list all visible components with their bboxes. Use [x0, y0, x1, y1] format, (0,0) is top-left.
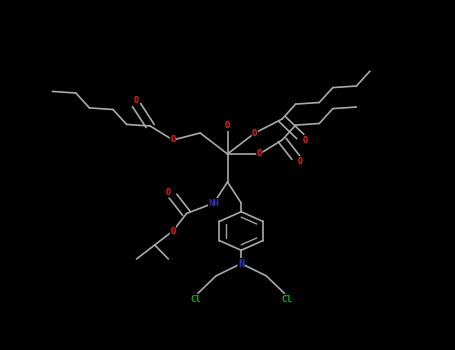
Text: O: O	[303, 136, 307, 145]
Text: O: O	[170, 135, 176, 145]
Text: O: O	[298, 156, 303, 166]
Text: O: O	[166, 188, 171, 197]
Text: O: O	[134, 96, 139, 105]
Text: O: O	[252, 128, 258, 138]
Text: N: N	[238, 259, 244, 268]
Text: Cl: Cl	[281, 295, 292, 304]
Text: O: O	[170, 226, 176, 236]
Text: NH: NH	[208, 198, 219, 208]
Text: O: O	[225, 121, 230, 131]
Text: O: O	[257, 149, 262, 159]
Text: Cl: Cl	[190, 295, 201, 304]
